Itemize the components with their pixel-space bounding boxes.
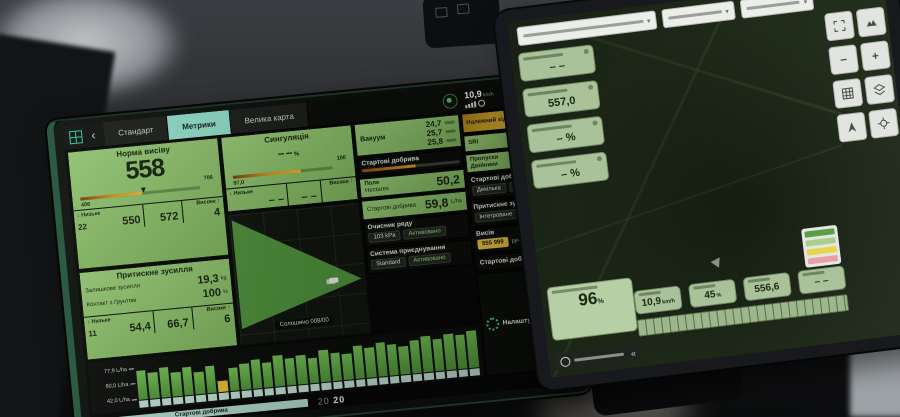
- hitch-status-chip[interactable]: Активовано: [407, 252, 452, 267]
- top-device: [422, 0, 502, 49]
- layer-select-dropdown[interactable]: ▾: [739, 0, 815, 19]
- chevron-down-icon: ▾: [724, 7, 730, 16]
- starter-rate-label: Стартові добрива: [366, 202, 417, 213]
- field-map-panel[interactable]: Солошино 008/00: [227, 201, 372, 346]
- zoom-out-button[interactable]: −: [828, 44, 860, 76]
- downforce-panel[interactable]: Притискне зусилля Залишкове зусилля 19,3…: [78, 257, 239, 361]
- chevron-down-icon: ▾: [646, 17, 651, 25]
- rate-bar: [465, 327, 480, 377]
- signal-bars-icon: [465, 98, 486, 108]
- chart-ytick: 42,0 L/ha: [91, 396, 137, 406]
- gear-icon: [485, 317, 500, 332]
- speed-readout: 10,9km/h: [464, 88, 495, 108]
- tablet-status-card[interactable]: – –: [797, 265, 847, 295]
- vacuum-title: Вакуум: [359, 134, 386, 144]
- monitor-screen: ‹ Стандарт Метрики Велика карта 10,9km/h…: [62, 78, 584, 417]
- terrain-layers-button[interactable]: [855, 6, 887, 38]
- tablet-metric-card[interactable]: 557,0: [521, 79, 601, 118]
- vacuum-value-row: 25,8: [427, 135, 457, 147]
- chart-ytick: 77,9 L/ha: [88, 366, 134, 376]
- starter-mode-button[interactable]: Декілька: [471, 182, 507, 197]
- coverage-legend: [800, 224, 842, 268]
- back-button[interactable]: ‹: [90, 127, 96, 143]
- legend-color-chip: [804, 228, 835, 238]
- page-indicator: 20 20: [317, 393, 346, 407]
- layers-button[interactable]: [863, 73, 896, 106]
- singulation-panel[interactable]: Сингуляція – – % 100 97,0 ↓ Низьке – –: [219, 124, 359, 213]
- tractor-icon: [328, 276, 339, 283]
- fullscreen-button[interactable]: [823, 10, 856, 42]
- guidance-tablet: ▾ ▾ ▾ − + – – 557,0: [493, 0, 900, 392]
- tablet-metric-card[interactable]: – %: [526, 115, 606, 154]
- navigate-button[interactable]: [836, 111, 868, 143]
- field-name-chip: Солошино 008/00: [274, 316, 335, 330]
- map-button-grid: − +: [823, 6, 900, 143]
- coverage-percent-card[interactable]: 96%: [546, 277, 639, 342]
- legend-color-chip: [806, 245, 838, 256]
- grid-view-button[interactable]: [832, 77, 864, 110]
- chevron-down-icon: ▾: [803, 0, 808, 6]
- chart-ytick: 60,0 L/ha: [89, 381, 136, 391]
- row-cleaner-status-chip[interactable]: Активовано: [403, 225, 447, 240]
- gps-status-icon: [442, 92, 459, 109]
- task-select-dropdown[interactable]: ▾: [661, 0, 736, 29]
- hitch-mode-chip[interactable]: Standard: [370, 256, 406, 271]
- legend-color-chip: [807, 254, 839, 265]
- seed-rate-panel[interactable]: Норма висіву 558 706 406 ↓ Низьке 22 550…: [66, 137, 230, 271]
- downforce-mode-button[interactable]: Інтегроване: [474, 208, 518, 223]
- field-area-label: Поле Hectares: [364, 180, 390, 195]
- user-icon: [559, 355, 571, 367]
- tablet-metric-card[interactable]: – –: [517, 44, 597, 83]
- tablet-status-card[interactable]: 10,9km/h: [633, 285, 683, 315]
- tablet-status-card[interactable]: 45%: [687, 278, 738, 309]
- apps-grid-icon[interactable]: [68, 129, 83, 144]
- locate-button[interactable]: [868, 107, 900, 139]
- tablet-screen: ▾ ▾ ▾ − + – – 557,0: [507, 0, 900, 378]
- row-cleaner-value-chip[interactable]: 103 kPa: [368, 230, 402, 244]
- tablet-metric-card[interactable]: – %: [530, 151, 610, 190]
- field-select-dropdown[interactable]: ▾: [516, 10, 658, 47]
- tablet-status-card[interactable]: 556,6: [742, 271, 793, 302]
- starter-rate-value: 59,8: [424, 195, 449, 212]
- tablet-toolbar: ▾ ▾ ▾: [516, 0, 815, 47]
- zoom-in-button[interactable]: +: [859, 40, 892, 72]
- seeding-rate-button[interactable]: 555 999: [476, 236, 510, 250]
- vehicle-marker-icon: [710, 254, 724, 268]
- field-area-value: 50,2: [435, 172, 461, 189]
- legend-color-chip: [805, 237, 836, 247]
- collapse-button[interactable]: «: [623, 343, 643, 363]
